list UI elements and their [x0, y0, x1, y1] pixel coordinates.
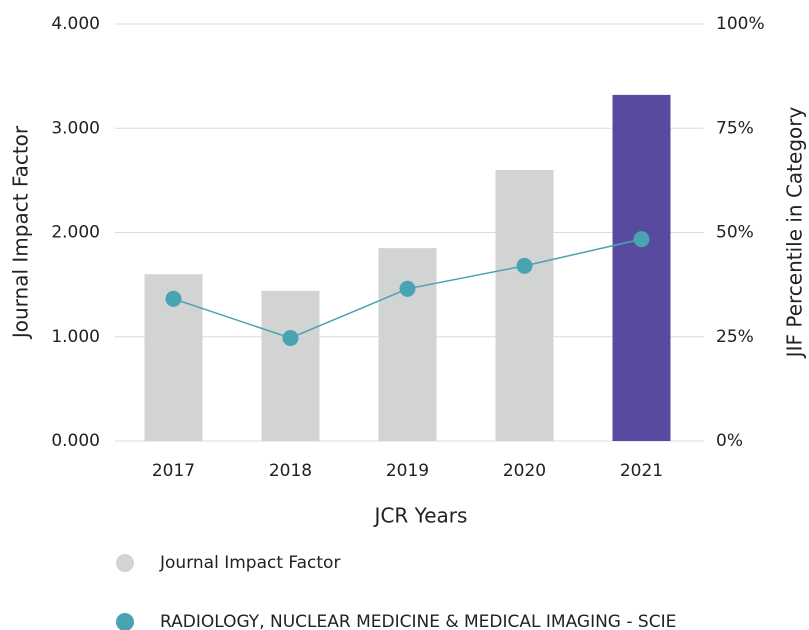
legend-label: Journal Impact Factor: [159, 553, 340, 573]
y2-tick-label: 75%: [716, 118, 754, 138]
point: [399, 280, 416, 297]
x-tick-label: 2018: [269, 461, 312, 481]
bar: [495, 169, 554, 441]
y-tick-label: 0.000: [51, 431, 100, 451]
y-tick-label: 4.000: [51, 14, 100, 34]
y2-tick-label: 50%: [716, 223, 754, 243]
y2-axis-title: JIF Percentile in Category: [783, 107, 807, 360]
bar: [378, 248, 437, 441]
y-axis-title: Journal Impact Factor: [9, 125, 33, 340]
y2-tick-label: 100%: [716, 14, 765, 34]
legend-label: RADIOLOGY, NUCLEAR MEDICINE & MEDICAL IM…: [160, 612, 676, 630]
point: [516, 257, 533, 274]
y-tick-label: 1.000: [51, 327, 100, 347]
x-tick-label: 2021: [620, 461, 663, 481]
y-tick-label: 3.000: [51, 118, 100, 138]
y2-tick-label: 0%: [716, 431, 743, 451]
point: [165, 290, 182, 307]
y-tick-label: 2.000: [51, 223, 100, 243]
x-tick-label: 2020: [503, 461, 546, 481]
point: [633, 231, 650, 248]
x-axis-title: JCR Years: [373, 504, 468, 528]
y2-tick-label: 25%: [716, 327, 754, 347]
bar: [261, 290, 320, 441]
legend-marker: [116, 554, 134, 572]
x-tick-label: 2019: [386, 461, 429, 481]
x-tick-label: 2017: [152, 461, 195, 481]
bar: [612, 94, 671, 441]
point: [282, 330, 299, 347]
legend-marker: [116, 613, 134, 630]
